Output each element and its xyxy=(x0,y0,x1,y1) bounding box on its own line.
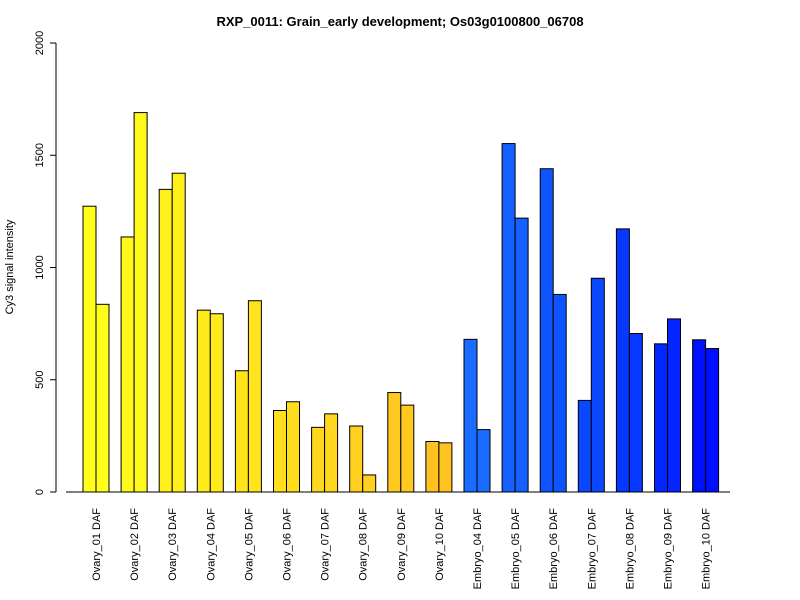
y-axis-label: Cy3 signal intensity xyxy=(4,219,16,314)
y-axis: 0 500 1000 1500 2000 xyxy=(34,31,57,495)
bar xyxy=(628,333,643,493)
category-labels: Ovary_01 DAF Ovary_02 DAF Ovary_03 DAF Ovar… xyxy=(91,508,713,590)
bar xyxy=(514,217,529,493)
bar xyxy=(463,338,478,493)
bar xyxy=(590,277,605,493)
category-label: Ovary_10 DAF xyxy=(434,508,446,581)
category-label: Ovary_07 DAF xyxy=(320,508,332,581)
category-label: Embryo_05 DAF xyxy=(510,508,522,590)
category-label: Embryo_06 DAF xyxy=(548,508,560,590)
category-label: Ovary_04 DAF xyxy=(205,508,217,581)
bar xyxy=(539,168,554,493)
category-label: Ovary_09 DAF xyxy=(396,508,408,581)
category-label: Embryo_07 DAF xyxy=(586,508,598,590)
bar xyxy=(387,392,402,493)
bar xyxy=(705,348,720,493)
bar xyxy=(158,188,173,493)
bar xyxy=(82,205,97,493)
y-tick-label: 0 xyxy=(34,489,46,495)
bar xyxy=(692,339,707,493)
category-label: Ovary_06 DAF xyxy=(282,508,294,581)
category-label: Embryo_10 DAF xyxy=(701,508,713,590)
category-label: Ovary_03 DAF xyxy=(167,508,179,581)
bar xyxy=(247,300,262,493)
bar xyxy=(438,442,453,493)
bar xyxy=(667,318,681,493)
category-label: Ovary_02 DAF xyxy=(129,508,141,581)
bar xyxy=(400,404,415,493)
y-tick-label: 500 xyxy=(34,371,46,389)
bar xyxy=(552,293,567,493)
bar xyxy=(615,228,630,493)
y-tick-label: 1000 xyxy=(34,255,46,279)
category-label: Ovary_08 DAF xyxy=(358,508,370,581)
bar xyxy=(286,401,300,493)
category-label: Ovary_05 DAF xyxy=(243,508,255,581)
y-tick-label: 2000 xyxy=(34,31,46,55)
bar xyxy=(95,303,110,493)
bar xyxy=(501,143,516,493)
bar xyxy=(273,410,287,493)
category-label: Embryo_09 DAF xyxy=(663,508,675,590)
category-label: Embryo_04 DAF xyxy=(472,508,484,590)
category-label: Ovary_01 DAF xyxy=(91,508,103,581)
bar xyxy=(209,313,224,493)
bar xyxy=(120,236,135,493)
y-tick-label: 1500 xyxy=(34,143,46,167)
bar xyxy=(234,370,249,493)
bar xyxy=(324,413,339,493)
bar xyxy=(654,343,668,493)
bars xyxy=(82,112,720,493)
bar xyxy=(362,474,377,493)
bar xyxy=(311,426,326,493)
bar xyxy=(349,425,364,493)
chart-title: RXP_0011: Grain_early development; Os03g… xyxy=(216,14,583,29)
bar xyxy=(133,112,148,493)
bar xyxy=(171,172,186,493)
bar xyxy=(577,399,592,493)
category-label: Embryo_08 DAF xyxy=(624,508,636,590)
bar xyxy=(196,309,211,493)
bar xyxy=(425,440,440,493)
bar xyxy=(476,429,491,493)
